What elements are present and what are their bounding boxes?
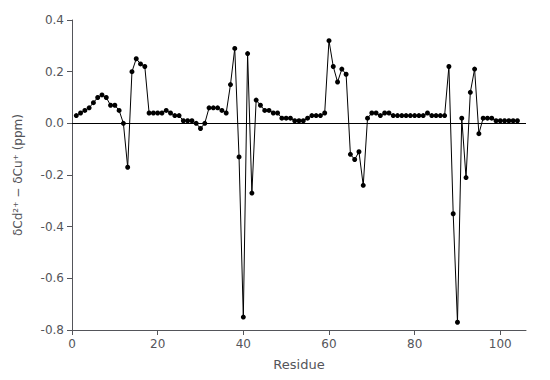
svg-text:-0.2: -0.2 <box>41 168 64 182</box>
svg-text:Residue: Residue <box>273 357 324 372</box>
svg-text:0.0: 0.0 <box>45 116 64 130</box>
svg-text:δCd²⁺ − δCu⁺ (ppm): δCd²⁺ − δCu⁺ (ppm) <box>11 114 25 236</box>
svg-text:0: 0 <box>68 337 76 351</box>
svg-text:0.4: 0.4 <box>45 13 64 27</box>
svg-text:100: 100 <box>489 337 512 351</box>
svg-text:-0.6: -0.6 <box>41 271 64 285</box>
svg-text:60: 60 <box>321 337 336 351</box>
svg-text:-0.4: -0.4 <box>41 220 64 234</box>
svg-text:-0.8: -0.8 <box>41 323 64 337</box>
svg-text:20: 20 <box>150 337 165 351</box>
svg-text:80: 80 <box>407 337 422 351</box>
svg-text:40: 40 <box>236 337 251 351</box>
svg-text:0.2: 0.2 <box>45 65 64 79</box>
